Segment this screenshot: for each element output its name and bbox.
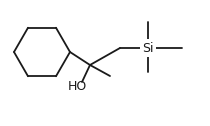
- Text: HO: HO: [67, 81, 87, 93]
- Text: Si: Si: [142, 41, 154, 55]
